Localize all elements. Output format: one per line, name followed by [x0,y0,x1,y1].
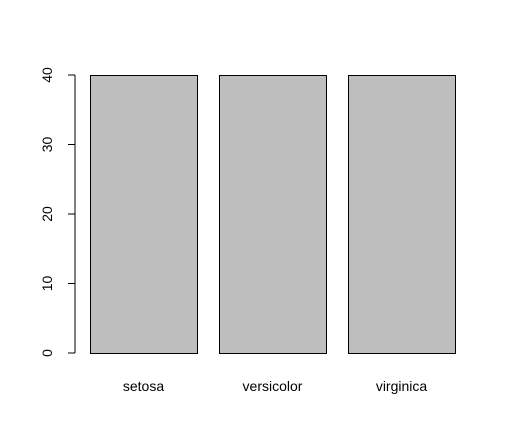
y-tick-label: 40 [39,67,55,83]
y-tick-label: 10 [39,276,55,292]
x-category-label: virginica [376,378,428,394]
y-tick-label: 20 [39,206,55,222]
x-category-label: setosa [123,378,164,394]
bars [91,76,456,354]
y-tick-label: 30 [39,137,55,153]
x-category-label: versicolor [243,378,303,394]
y-axis: 0 10 20 30 40 [39,67,75,357]
bar-versicolor [220,76,327,354]
bar-setosa [91,76,198,354]
bar-virginica [349,76,456,354]
y-tick-label: 0 [39,349,55,357]
x-axis-labels: setosa versicolor virginica [123,378,428,394]
